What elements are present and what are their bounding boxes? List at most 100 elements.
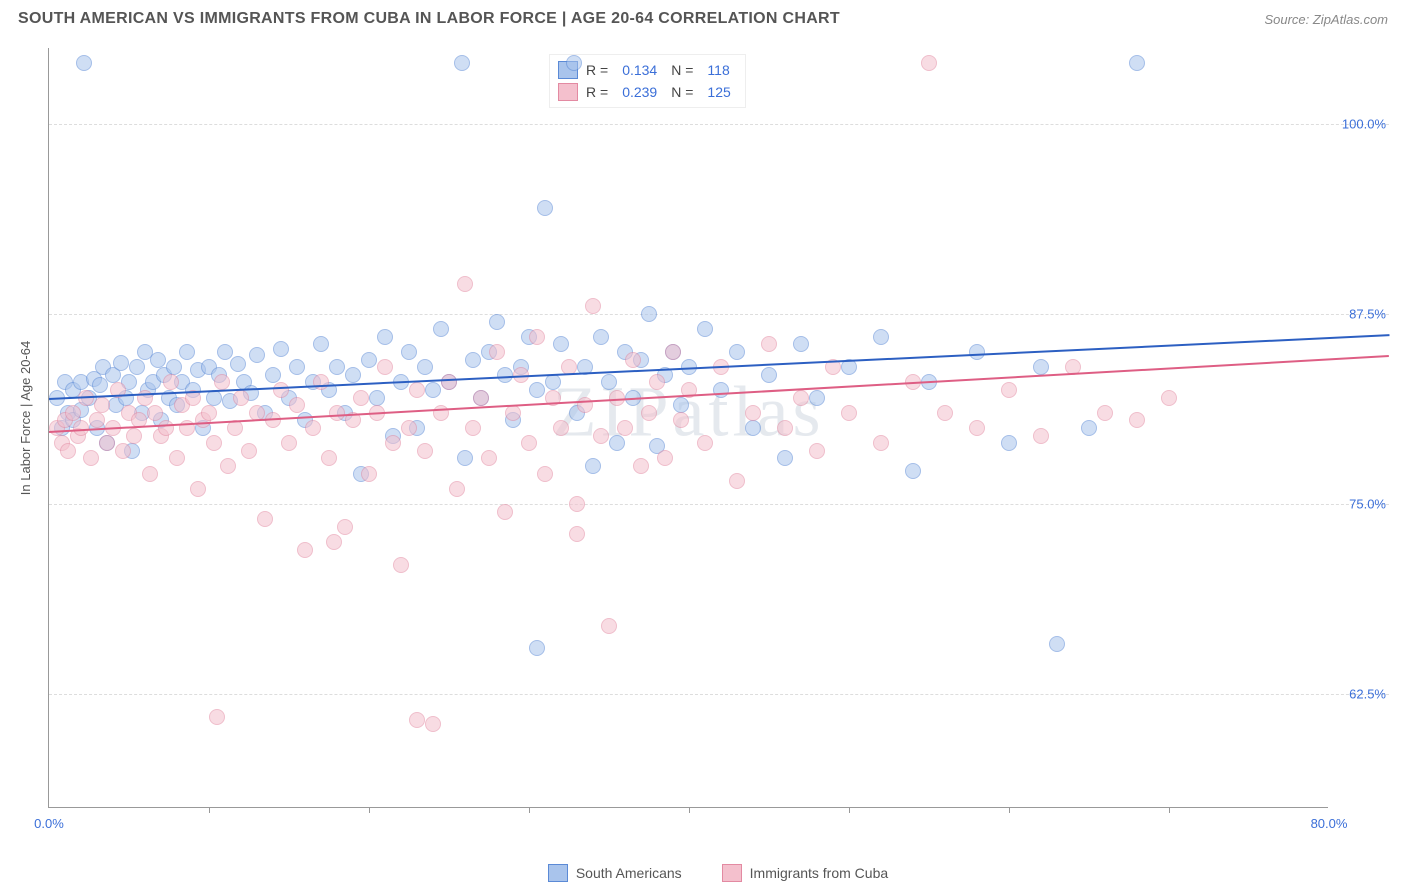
data-point [417,443,433,459]
gridline [49,694,1389,695]
data-point [433,405,449,421]
data-point [969,344,985,360]
data-point [230,356,246,372]
data-point [457,276,473,292]
legend-series: South Americans Immigrants from Cuba [48,864,1388,882]
data-point [505,405,521,421]
data-point [553,336,569,352]
data-point [729,344,745,360]
n-value-1: 118 [707,62,729,78]
data-point [537,200,553,216]
data-point [265,367,281,383]
x-tick [529,807,530,813]
data-point [94,397,110,413]
data-point [313,374,329,390]
data-point [937,405,953,421]
x-tick [1009,807,1010,813]
data-point [220,458,236,474]
data-point [1129,412,1145,428]
data-point [163,374,179,390]
data-point [905,463,921,479]
data-point [745,420,761,436]
data-point [457,450,473,466]
data-point [409,712,425,728]
data-point [1033,428,1049,444]
gridline [49,314,1389,315]
data-point [465,420,481,436]
data-point [497,367,513,383]
n-label: N = [671,84,693,100]
data-point [329,405,345,421]
legend-item-2: Immigrants from Cuba [722,864,888,882]
x-tick [369,807,370,813]
data-point [257,511,273,527]
chart-header: SOUTH AMERICAN VS IMMIGRANTS FROM CUBA I… [0,0,1406,36]
data-point [233,390,249,406]
data-point [113,355,129,371]
data-point [777,420,793,436]
y-tick-label: 75.0% [1336,497,1386,512]
data-point [641,405,657,421]
data-point [489,344,505,360]
data-point [697,321,713,337]
data-point [329,359,345,375]
data-point [305,420,321,436]
data-point [497,504,513,520]
n-value-2: 125 [707,84,730,100]
data-point [593,428,609,444]
data-point [345,367,361,383]
data-point [665,344,681,360]
data-point [697,435,713,451]
data-point [179,344,195,360]
data-point [297,542,313,558]
data-point [593,329,609,345]
data-point [673,397,689,413]
data-point [377,359,393,375]
data-point [166,359,182,375]
y-tick-label: 100.0% [1336,117,1386,132]
data-point [217,344,233,360]
data-point [169,450,185,466]
data-point [273,382,289,398]
data-point [809,443,825,459]
data-point [601,618,617,634]
data-point [745,405,761,421]
data-point [537,466,553,482]
data-point [393,557,409,573]
data-point [529,640,545,656]
data-point [273,341,289,357]
n-label: N = [671,62,693,78]
data-point [1049,636,1065,652]
data-point [433,321,449,337]
data-point [190,481,206,497]
legend-item-1: South Americans [548,864,682,882]
data-point [369,390,385,406]
data-point [673,412,689,428]
x-tick [849,807,850,813]
source-attribution: Source: ZipAtlas.com [1264,12,1388,27]
data-point [425,382,441,398]
r-label: R = [586,62,608,78]
data-point [206,435,222,451]
data-point [1081,420,1097,436]
data-point [249,347,265,363]
data-point [601,374,617,390]
data-point [1097,405,1113,421]
data-point [321,450,337,466]
data-point [793,336,809,352]
data-point [89,412,105,428]
legend-row-series-2: R = 0.239 N = 125 [558,81,737,103]
data-point [529,382,545,398]
data-point [147,405,163,421]
data-point [60,443,76,459]
data-point [99,435,115,451]
chart-area: In Labor Force | Age 20-64 ZIPatlas R = … [48,48,1388,838]
data-point [425,716,441,732]
data-point [1001,435,1017,451]
data-point [126,428,142,444]
gridline [49,124,1389,125]
data-point [158,420,174,436]
legend-swatch-bottom-1 [548,864,568,882]
data-point [713,382,729,398]
data-point [585,298,601,314]
